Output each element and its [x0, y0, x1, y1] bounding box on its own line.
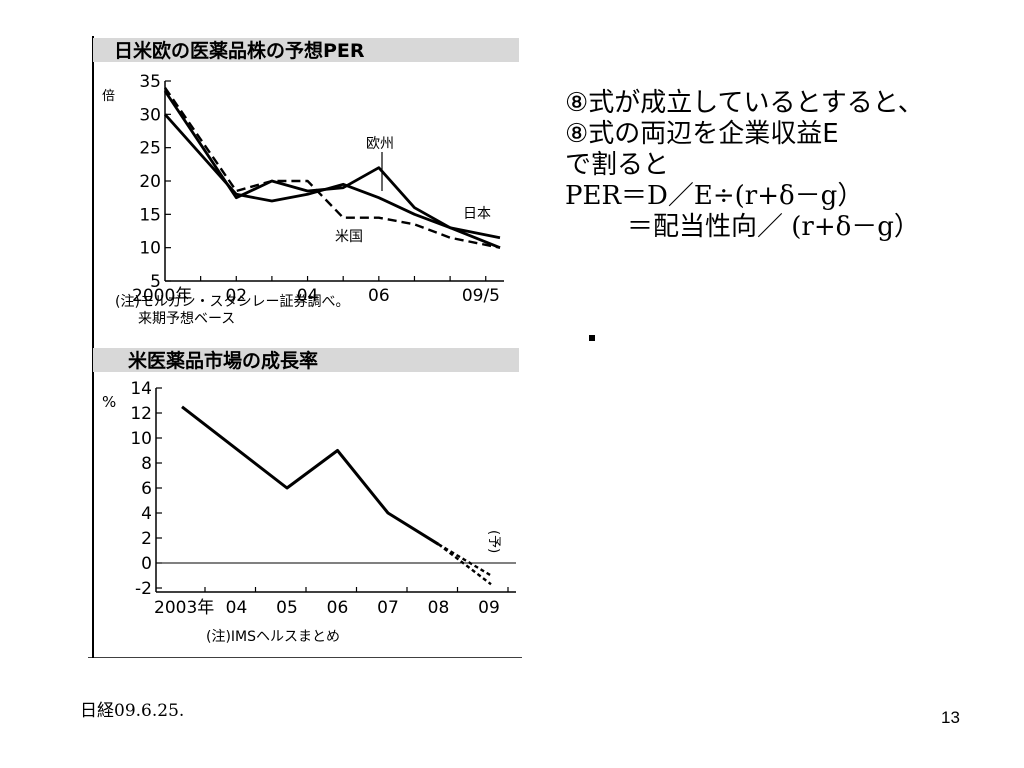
per-x-tick-label: 04	[297, 286, 319, 306]
per-y-tick-label: 10	[139, 239, 161, 259]
series-label-japan: 日本	[463, 206, 491, 222]
growth-x-tick-label: 04	[226, 598, 248, 618]
per-y-tick-label: 20	[139, 172, 161, 192]
per-chart-ylabel: 倍	[102, 89, 115, 104]
equation-block: ⑧式が成立しているとすると、 ⑧式の両辺を企業収益E で割ると PER＝D／E÷…	[565, 88, 924, 243]
bullet-dot	[589, 335, 595, 341]
per-x-tick-label: 02	[225, 286, 247, 306]
eq-line-4: PER＝D／E÷(r+δ－g）	[565, 181, 864, 211]
growth-x-tick-label: 2003年	[154, 598, 214, 618]
per-x-tick-label: 2000年	[132, 286, 192, 306]
growth-y-tick-label: -2	[135, 579, 152, 599]
eq-line-5: ＝配当性向／ (r+δ－g）	[627, 212, 920, 242]
growth-x-tick-label: 08	[428, 598, 450, 618]
eq-line-3: で割ると	[565, 150, 670, 180]
source-citation: 日経09.6.25.	[80, 701, 185, 721]
per-chart-title: 日米欧の医薬品株の予想PER	[114, 39, 365, 62]
growth-y-tick-label: 8	[141, 454, 152, 474]
series-label-europe: 欧州	[366, 136, 394, 152]
growth-chart-title-bar	[93, 348, 519, 372]
per-x-tick-label: 09/5	[462, 286, 500, 306]
growth-x-tick-label: 07	[377, 598, 399, 618]
page-number: 13	[941, 708, 960, 727]
per-chart-note-2: 来期予想ベース	[138, 311, 235, 327]
forecast-label: (予)	[486, 530, 501, 553]
growth-y-tick-label: 2	[141, 529, 152, 549]
per-series-line	[163, 90, 501, 249]
growth-chart-title: 米医薬品市場の成長率	[128, 349, 318, 372]
growth-x-tick-label: 05	[276, 598, 298, 618]
growth-x-tick-label: 09	[478, 598, 500, 618]
growth-forecast-line	[437, 543, 492, 586]
growth-y-tick-label: 0	[141, 554, 152, 574]
per-chart-title-bar	[93, 38, 519, 62]
growth-y-tick-label: 10	[130, 429, 152, 449]
per-series-line	[163, 113, 501, 240]
per-chart-note-1: (注)モルガン・スタンレー証券調べ。	[115, 294, 350, 310]
per-y-tick-label: 35	[139, 72, 161, 92]
growth-y-tick-label: 14	[130, 379, 152, 399]
growth-chart-note: (注)IMSヘルスまとめ	[206, 629, 340, 645]
growth-y-tick-label: 6	[141, 479, 152, 499]
per-y-tick-label: 15	[139, 205, 161, 225]
per-y-tick-label: 5	[150, 272, 161, 292]
per-y-tick-label: 30	[139, 105, 161, 125]
per-x-tick-label: 06	[368, 286, 390, 306]
growth-y-tick-label: 4	[141, 504, 152, 524]
eq-line-2: ⑧式の両辺を企業収益E	[565, 119, 839, 149]
per-y-tick-label: 25	[139, 139, 161, 159]
growth-series-line	[181, 405, 440, 546]
growth-y-tick-label: 12	[130, 404, 152, 424]
series-label-us: 米国	[335, 229, 363, 245]
eq-line-1: ⑧式が成立しているとすると、	[565, 88, 924, 118]
growth-chart-ylabel: %	[102, 393, 116, 411]
growth-x-tick-label: 06	[327, 598, 349, 618]
